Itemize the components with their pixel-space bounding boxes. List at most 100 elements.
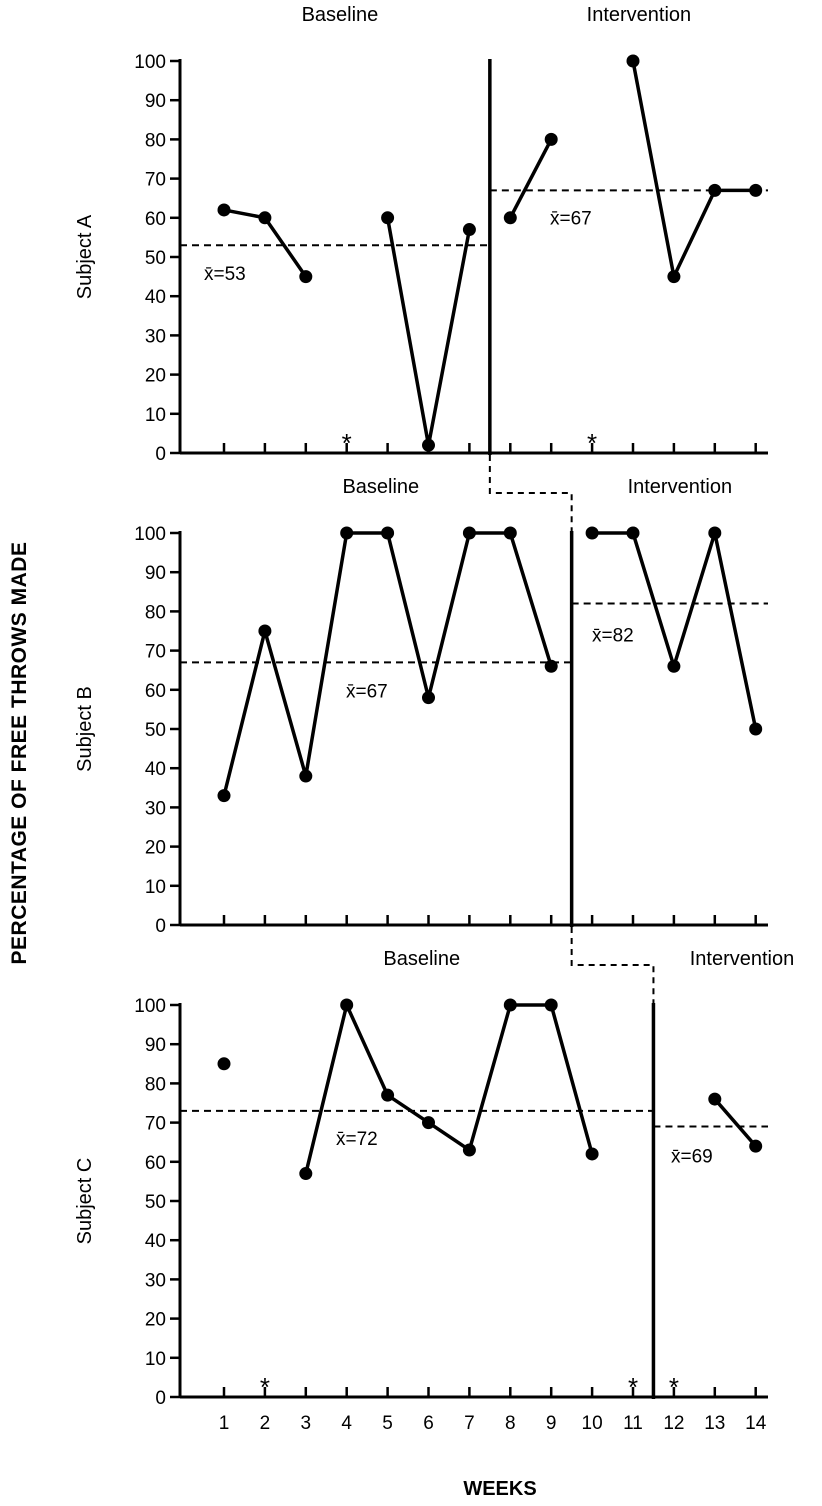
y-tick-label: 20 [145, 838, 166, 859]
x-tick-label: 8 [505, 1413, 516, 1434]
intervention-phase-label: Intervention [690, 948, 795, 970]
y-tick-label: 40 [145, 287, 166, 308]
intervention-data-point [503, 211, 517, 225]
intervention-data-point [749, 183, 763, 197]
baseline-data-point [381, 526, 395, 540]
y-tick-label: 70 [145, 170, 166, 191]
intervention-data-point [749, 1139, 763, 1153]
intervention-data-point [667, 270, 681, 284]
baseline-mean-label: x̄=72 [336, 1129, 378, 1150]
x-axis-title: WEEKS [463, 1478, 537, 1500]
x-tick-label: 11 [623, 1413, 643, 1434]
x-tick-label: 7 [464, 1413, 475, 1434]
baseline-data-point [544, 659, 558, 673]
intervention-series-line [631, 60, 756, 279]
intervention-series-line [713, 1097, 758, 1148]
baseline-data-point [217, 789, 231, 803]
baseline-data-point [258, 211, 272, 225]
intervention-data-point [749, 722, 763, 736]
intervention-data-point [708, 526, 722, 540]
baseline-series-line [222, 531, 553, 797]
y-tick-label: 20 [145, 1310, 166, 1331]
x-tick-label: 6 [423, 1413, 434, 1434]
baseline-series-line [304, 1003, 594, 1174]
subject-label: Subject C [74, 1158, 96, 1245]
missing-session-marker: * [587, 428, 597, 458]
baseline-data-point [422, 438, 435, 452]
y-tick-label: 50 [145, 720, 166, 741]
y-tick-label: 50 [145, 248, 166, 269]
y-tick-label: 0 [155, 444, 166, 465]
baseline-data-point [299, 769, 313, 783]
y-tick-label: 20 [145, 366, 166, 387]
intervention-phase-label: Intervention [587, 4, 692, 26]
baseline-data-point [217, 1057, 231, 1071]
intervention-phase-label: Intervention [628, 476, 733, 498]
baseline-mean-label: x̄=53 [204, 264, 246, 285]
missing-session-marker: * [628, 1372, 638, 1402]
baseline-data-point [299, 270, 313, 284]
x-tick-label: 14 [745, 1413, 767, 1434]
intervention-data-point [667, 659, 681, 673]
y-tick-label: 80 [145, 1074, 166, 1095]
x-tick-label: 5 [382, 1413, 393, 1434]
x-tick-label: 2 [260, 1413, 271, 1434]
missing-session-marker: * [342, 428, 352, 458]
phase-connector-a-b [488, 455, 573, 531]
y-tick-label: 90 [145, 1035, 166, 1056]
y-tick-label: 50 [145, 1192, 166, 1213]
intervention-data-point [544, 132, 558, 146]
y-tick-label: 100 [134, 996, 166, 1017]
x-tick-label: 3 [301, 1413, 312, 1434]
y-axis-title: PERCENTAGE OF FREE THROWS MADE [8, 541, 31, 965]
y-tick-label: 70 [145, 642, 166, 663]
baseline-data-point [462, 526, 476, 540]
y-tick-label: 40 [145, 1231, 166, 1252]
x-tick-label: 12 [663, 1413, 684, 1434]
baseline-mean-label: x̄=67 [346, 681, 388, 702]
baseline-data-point [503, 998, 517, 1012]
y-tick-label: 70 [145, 1114, 166, 1135]
intervention-data-point [708, 1092, 722, 1106]
baseline-data-point [462, 223, 476, 237]
y-tick-label: 60 [145, 209, 166, 230]
intervention-data-point [626, 526, 640, 540]
baseline-data-point [544, 998, 558, 1012]
phase-connector-b-c [570, 927, 655, 1003]
intervention-data-point [626, 54, 640, 68]
missing-session-marker: * [669, 1372, 679, 1402]
baseline-data-point [299, 1167, 313, 1181]
intervention-series-line [508, 138, 553, 219]
baseline-phase-label: Baseline [302, 4, 379, 26]
baseline-data-point [503, 526, 517, 540]
y-tick-label: 10 [145, 405, 166, 426]
baseline-data-point [381, 211, 395, 225]
y-tick-label: 0 [155, 916, 166, 937]
x-tick-label: 4 [341, 1413, 352, 1434]
baseline-data-point [422, 1116, 435, 1130]
y-tick-label: 100 [134, 52, 166, 73]
intervention-mean-label: x̄=82 [592, 626, 634, 647]
intervention-data-point [585, 526, 599, 540]
baseline-data-point [422, 691, 435, 705]
baseline-data-point [258, 624, 272, 638]
subject-label: Subject B [74, 686, 96, 772]
baseline-series-line [385, 217, 472, 447]
x-tick-label: 10 [582, 1413, 603, 1434]
missing-session-marker: * [260, 1372, 270, 1402]
y-tick-label: 100 [134, 524, 166, 545]
subject-label: Subject A [74, 214, 96, 299]
baseline-data-point [585, 1147, 599, 1161]
y-tick-label: 60 [145, 1153, 166, 1174]
y-tick-label: 80 [145, 130, 166, 151]
baseline-data-point [340, 998, 354, 1012]
y-tick-label: 30 [145, 1270, 166, 1291]
y-tick-label: 30 [145, 326, 166, 347]
y-tick-label: 10 [145, 877, 166, 898]
baseline-data-point [381, 1088, 395, 1102]
x-tick-label: 1 [219, 1413, 230, 1434]
y-tick-label: 90 [145, 91, 166, 112]
intervention-data-point [708, 183, 722, 197]
